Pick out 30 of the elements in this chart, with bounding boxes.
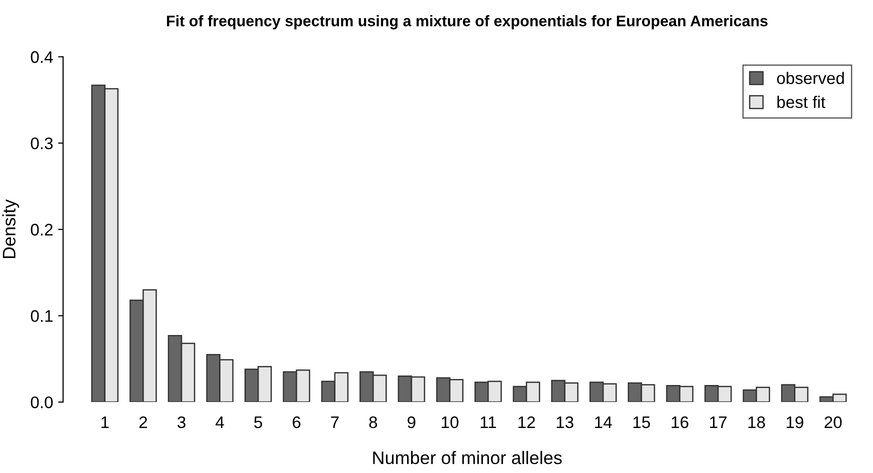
- x-tick-label: 3: [178, 416, 186, 428]
- x-tick-label: 4: [216, 416, 224, 428]
- x-tick-label: 1: [102, 416, 109, 428]
- x-tick-label: 8: [369, 416, 378, 428]
- x-tick-label: 13: [556, 416, 574, 428]
- x-tick-label: 2: [139, 416, 147, 428]
- y-tick-label: 0.0: [30, 396, 53, 408]
- y-axis-title: Density: [2, 199, 20, 258]
- x-tick-label: 16: [672, 416, 688, 428]
- chart-title: Fit of frequency spectrum using a mixture of exponentials for European Americans: [167, 15, 768, 30]
- x-tick-label: 20: [824, 416, 842, 428]
- x-tick-label: 10: [442, 416, 458, 428]
- x-tick-label: 15: [633, 416, 650, 428]
- x-tick-label: 12: [518, 416, 535, 428]
- x-tick-label: 6: [292, 416, 300, 428]
- x-axis-title: Number of minor alleles: [373, 450, 562, 464]
- y-tick-label: 0.4: [30, 51, 53, 63]
- x-tick-label: 11: [480, 416, 496, 428]
- x-tick-label: 19: [786, 416, 804, 428]
- x-tick-label: 7: [331, 416, 339, 428]
- y-tick-label: 0.2: [30, 224, 53, 236]
- x-tick-label: 18: [748, 416, 765, 428]
- legend-label: best fit: [777, 96, 826, 108]
- x-tick-label: 5: [254, 416, 262, 428]
- legend-label: observed: [777, 72, 844, 84]
- y-tick-label: 0.1: [30, 310, 53, 322]
- x-tick-label: 14: [595, 416, 612, 428]
- x-tick-label: 17: [710, 416, 727, 428]
- y-tick-label: 0.3: [30, 137, 53, 150]
- x-tick-label: 9: [408, 416, 416, 428]
